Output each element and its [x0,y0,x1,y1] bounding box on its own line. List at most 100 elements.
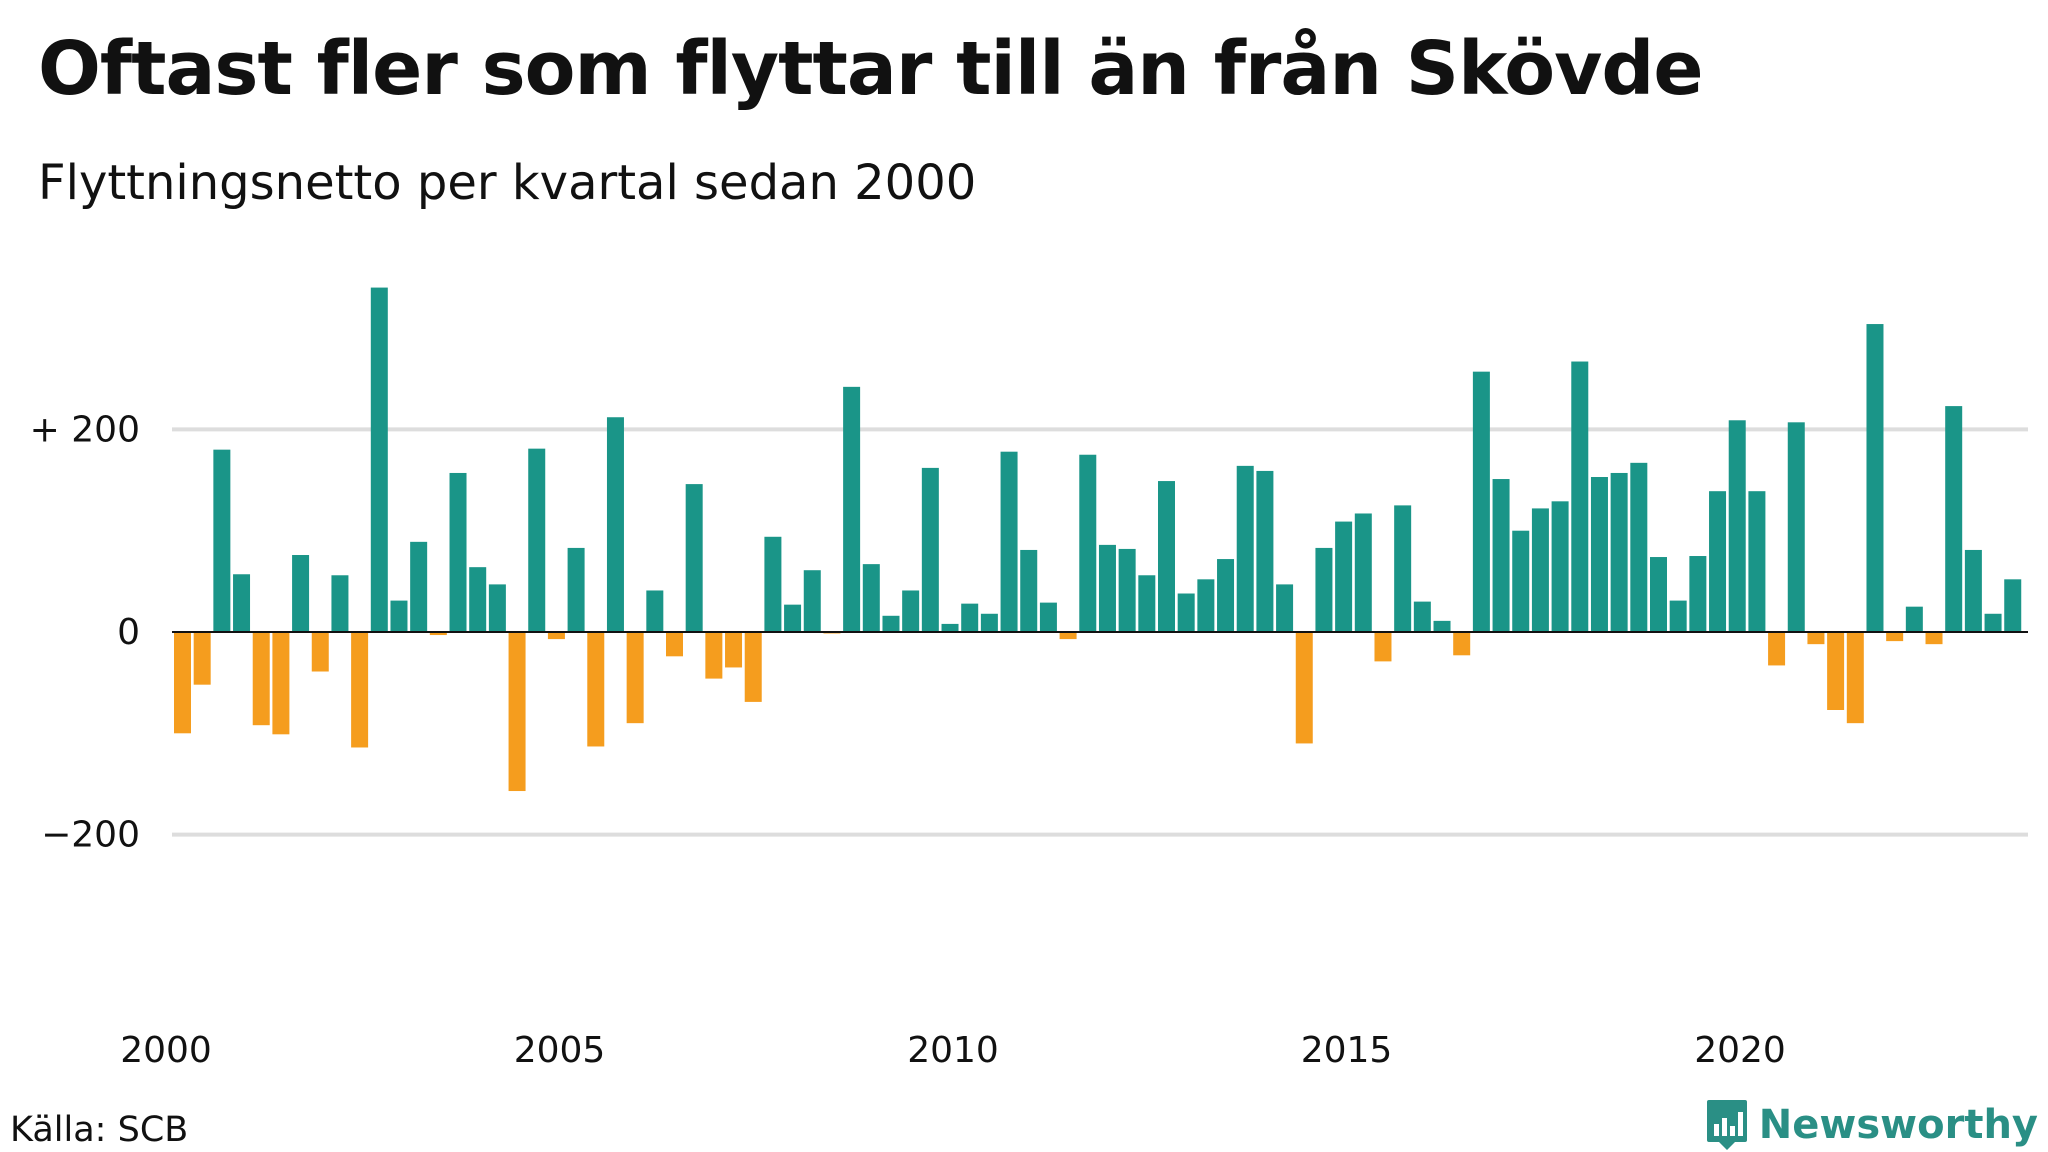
bar [882,615,900,632]
bar [685,484,703,632]
bar [646,590,664,632]
bar [1256,470,1274,632]
bar [1669,600,1687,632]
bar [390,600,408,632]
bar [1925,632,1943,645]
y-tick-label: + 200 [30,409,140,450]
bar [1846,632,1864,724]
bar [311,632,329,672]
bars [174,287,2022,792]
chart-subtitle: Flyttningsnetto per kvartal sedan 2000 [38,155,977,211]
bar [1709,491,1727,632]
bar [725,632,743,668]
bar [1827,632,1845,710]
bar [1590,477,1608,632]
bar [1768,632,1786,666]
bar [528,448,546,632]
x-tick-label: 2020 [1694,1030,1786,1071]
x-tick-label: 2015 [1301,1030,1393,1071]
bar [1905,606,1923,632]
bar [1630,462,1648,632]
bar [1315,547,1333,632]
bar [1984,613,2002,632]
bar [213,449,231,632]
bar [1394,505,1412,632]
bar [1531,508,1549,632]
bar [626,632,644,724]
bar [1118,548,1136,632]
bar [292,555,310,632]
bar [1945,406,1963,632]
bar [606,417,624,632]
bar [1276,584,1294,632]
bar [1787,422,1805,632]
bar [1650,557,1667,632]
bar [1138,575,1156,632]
bar [272,632,290,735]
bar [1886,632,1904,642]
x-tick-labels: 2000 2005 2010 2015 2020 [120,1030,1786,1071]
bar [1295,632,1313,744]
bar [666,632,683,657]
bar [429,632,447,636]
bar [784,604,802,632]
y-tick-label: −200 [41,815,140,856]
brand-name: Newsworthy [1758,1102,2038,1148]
bar [1177,593,1195,632]
bar [567,547,585,632]
bar [193,632,211,685]
bar [1551,501,1569,632]
bar [1866,324,1884,632]
bar [1728,420,1746,632]
bar [1197,579,1215,632]
bar [803,570,821,632]
bar [843,386,861,632]
bar [1374,632,1392,662]
bar [1098,544,1116,632]
bar [1689,556,1707,632]
bar [1236,465,1254,632]
y-tick-labels: + 200 0 −200 [30,409,140,855]
bar [1059,632,1077,640]
bar [1433,620,1451,632]
bar [587,632,605,747]
bar [1571,361,1589,632]
bar [1748,491,1766,632]
bar [980,613,998,632]
newsworthy-logo: Newsworthy [1705,1098,2038,1152]
bar [410,541,428,632]
chart-title: Oftast fler som flyttar till än från Skö… [38,26,1704,112]
bar [1492,479,1510,632]
bar [469,567,487,632]
bar [174,632,191,734]
bar [862,564,880,632]
bar [1217,559,1235,632]
bar [902,590,920,632]
bar [252,632,270,726]
bar [351,632,369,748]
bar [547,632,565,640]
bar [941,623,959,632]
bar [1079,454,1097,632]
bar [508,632,526,792]
y-tick-label: 0 [117,612,140,653]
bar [1000,451,1018,632]
bar [961,603,979,632]
bar [1335,521,1353,632]
bar [2004,579,2022,632]
bar [449,472,467,632]
bar [331,575,349,632]
bar [1039,602,1057,632]
bar [764,536,782,632]
bar [1472,371,1490,632]
bar [233,574,251,632]
x-tick-label: 2000 [120,1030,212,1071]
x-tick-label: 2005 [514,1030,606,1071]
bar [744,632,762,702]
bar [370,287,388,632]
source-note: Källa: SCB [10,1110,189,1150]
bar [1610,472,1628,632]
bar [1158,481,1175,632]
bar [1807,632,1825,645]
bar [921,467,939,632]
